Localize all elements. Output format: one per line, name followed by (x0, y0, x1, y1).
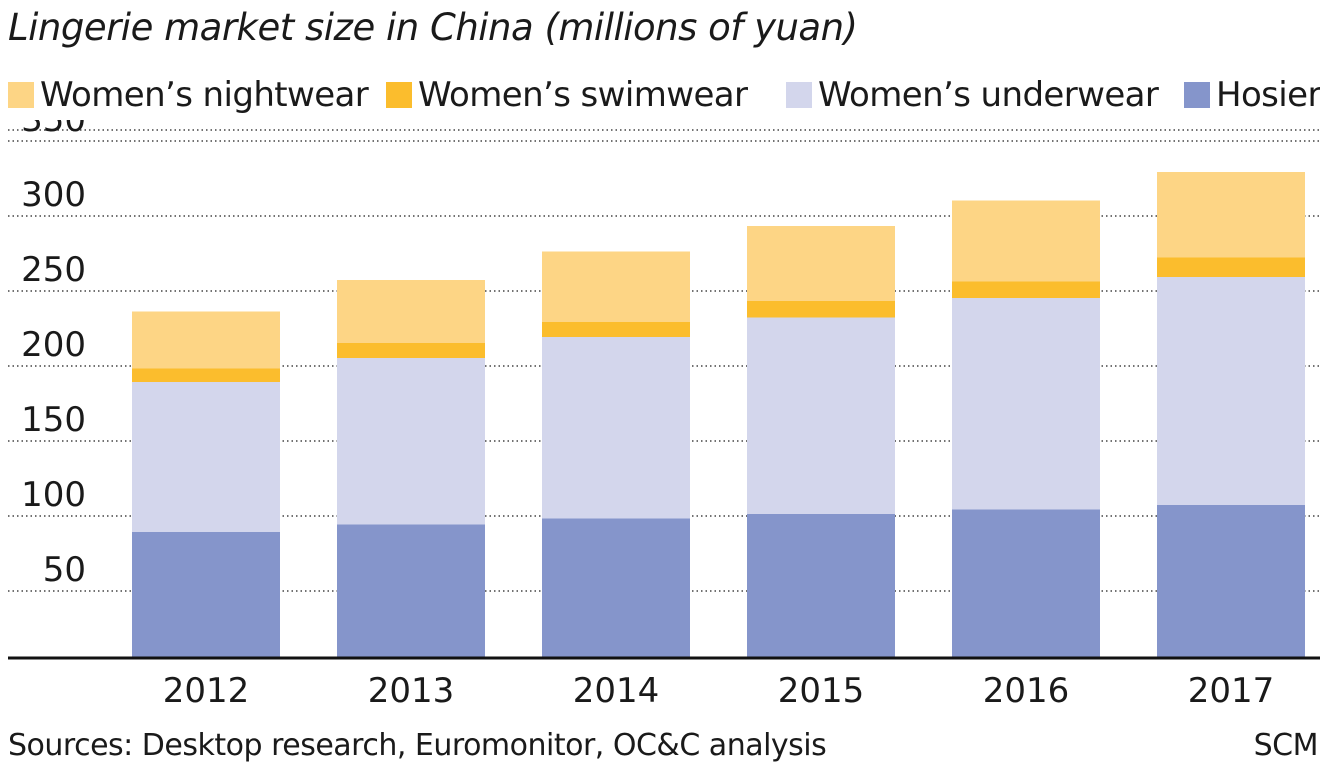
legend-item-hosier: Hosier (1184, 72, 1320, 118)
bar-women-s-underwear-2014 (542, 337, 690, 519)
legend-swatch-swimwear (386, 82, 412, 108)
legend-label-nightwear: Women’s nightwear (40, 75, 369, 115)
bar-hosier-2016 (952, 509, 1100, 658)
legend-swatch-hosier (1184, 82, 1210, 108)
y-tick-label: 250 (21, 250, 86, 290)
y-tick-label: 150 (21, 400, 86, 440)
y-tick-label: 100 (21, 475, 86, 515)
bar-hosier-2017 (1157, 505, 1305, 658)
bar-women-s-underwear-2013 (337, 358, 485, 525)
y-tick-label: 200 (21, 325, 86, 365)
legend-swatch-nightwear (8, 82, 34, 108)
legend-swatch-underwear (786, 82, 812, 108)
bar-women-s-swimwear-2013 (337, 343, 485, 358)
bar-women-s-underwear-2017 (1157, 277, 1305, 505)
bar-women-s-underwear-2015 (747, 317, 895, 514)
bar-women-s-nightwear-2016 (952, 200, 1100, 282)
bar-hosier-2012 (132, 532, 280, 658)
legend-item-nightwear: Women’s nightwear (8, 72, 369, 118)
credit-label: SCM (1253, 728, 1319, 763)
bar-women-s-nightwear-2014 (542, 251, 690, 322)
stacked-bar-chart: 50 100 150 200 250 300 350 2012 2013 2014 2015 2016… (8, 120, 1320, 711)
bar-women-s-nightwear-2012 (132, 311, 280, 369)
bar-women-s-nightwear-2013 (337, 280, 485, 343)
bar-hosier-2014 (542, 518, 690, 658)
y-tick-label: 50 (43, 550, 86, 590)
legend-label-swimwear: Women’s swimwear (418, 75, 748, 115)
legend: Women’s nightwear Women’s swimwear Women… (8, 72, 1320, 122)
x-tick-label: 2014 (573, 671, 660, 711)
chart-title: Lingerie market size in China (millions … (8, 6, 858, 49)
x-tick-label: 2012 (163, 671, 250, 711)
bar-women-s-swimwear-2016 (952, 281, 1100, 298)
bar-women-s-swimwear-2017 (1157, 257, 1305, 277)
x-tick-label: 2013 (368, 671, 455, 711)
x-tick-label: 2016 (983, 671, 1070, 711)
bar-women-s-swimwear-2015 (747, 301, 895, 318)
bar-women-s-underwear-2016 (952, 298, 1100, 510)
bar-women-s-swimwear-2014 (542, 322, 690, 337)
bar-women-s-underwear-2012 (132, 382, 280, 532)
y-tick-label: 300 (21, 175, 86, 215)
x-tick-label: 2017 (1188, 671, 1275, 711)
bar-hosier-2013 (337, 524, 485, 658)
source-note: Sources: Desktop research, Euromonitor, … (8, 728, 827, 763)
bar-women-s-nightwear-2017 (1157, 172, 1305, 258)
y-tick-label: 350 (21, 120, 86, 140)
bar-hosier-2015 (747, 514, 895, 658)
legend-label-hosier: Hosier (1216, 75, 1320, 115)
x-tick-label: 2015 (778, 671, 865, 711)
legend-label-underwear: Women’s underwear (818, 75, 1159, 115)
bar-women-s-nightwear-2015 (747, 226, 895, 301)
bar-women-s-swimwear-2012 (132, 368, 280, 382)
legend-item-underwear: Women’s underwear (786, 72, 1159, 118)
legend-item-swimwear: Women’s swimwear (386, 72, 748, 118)
